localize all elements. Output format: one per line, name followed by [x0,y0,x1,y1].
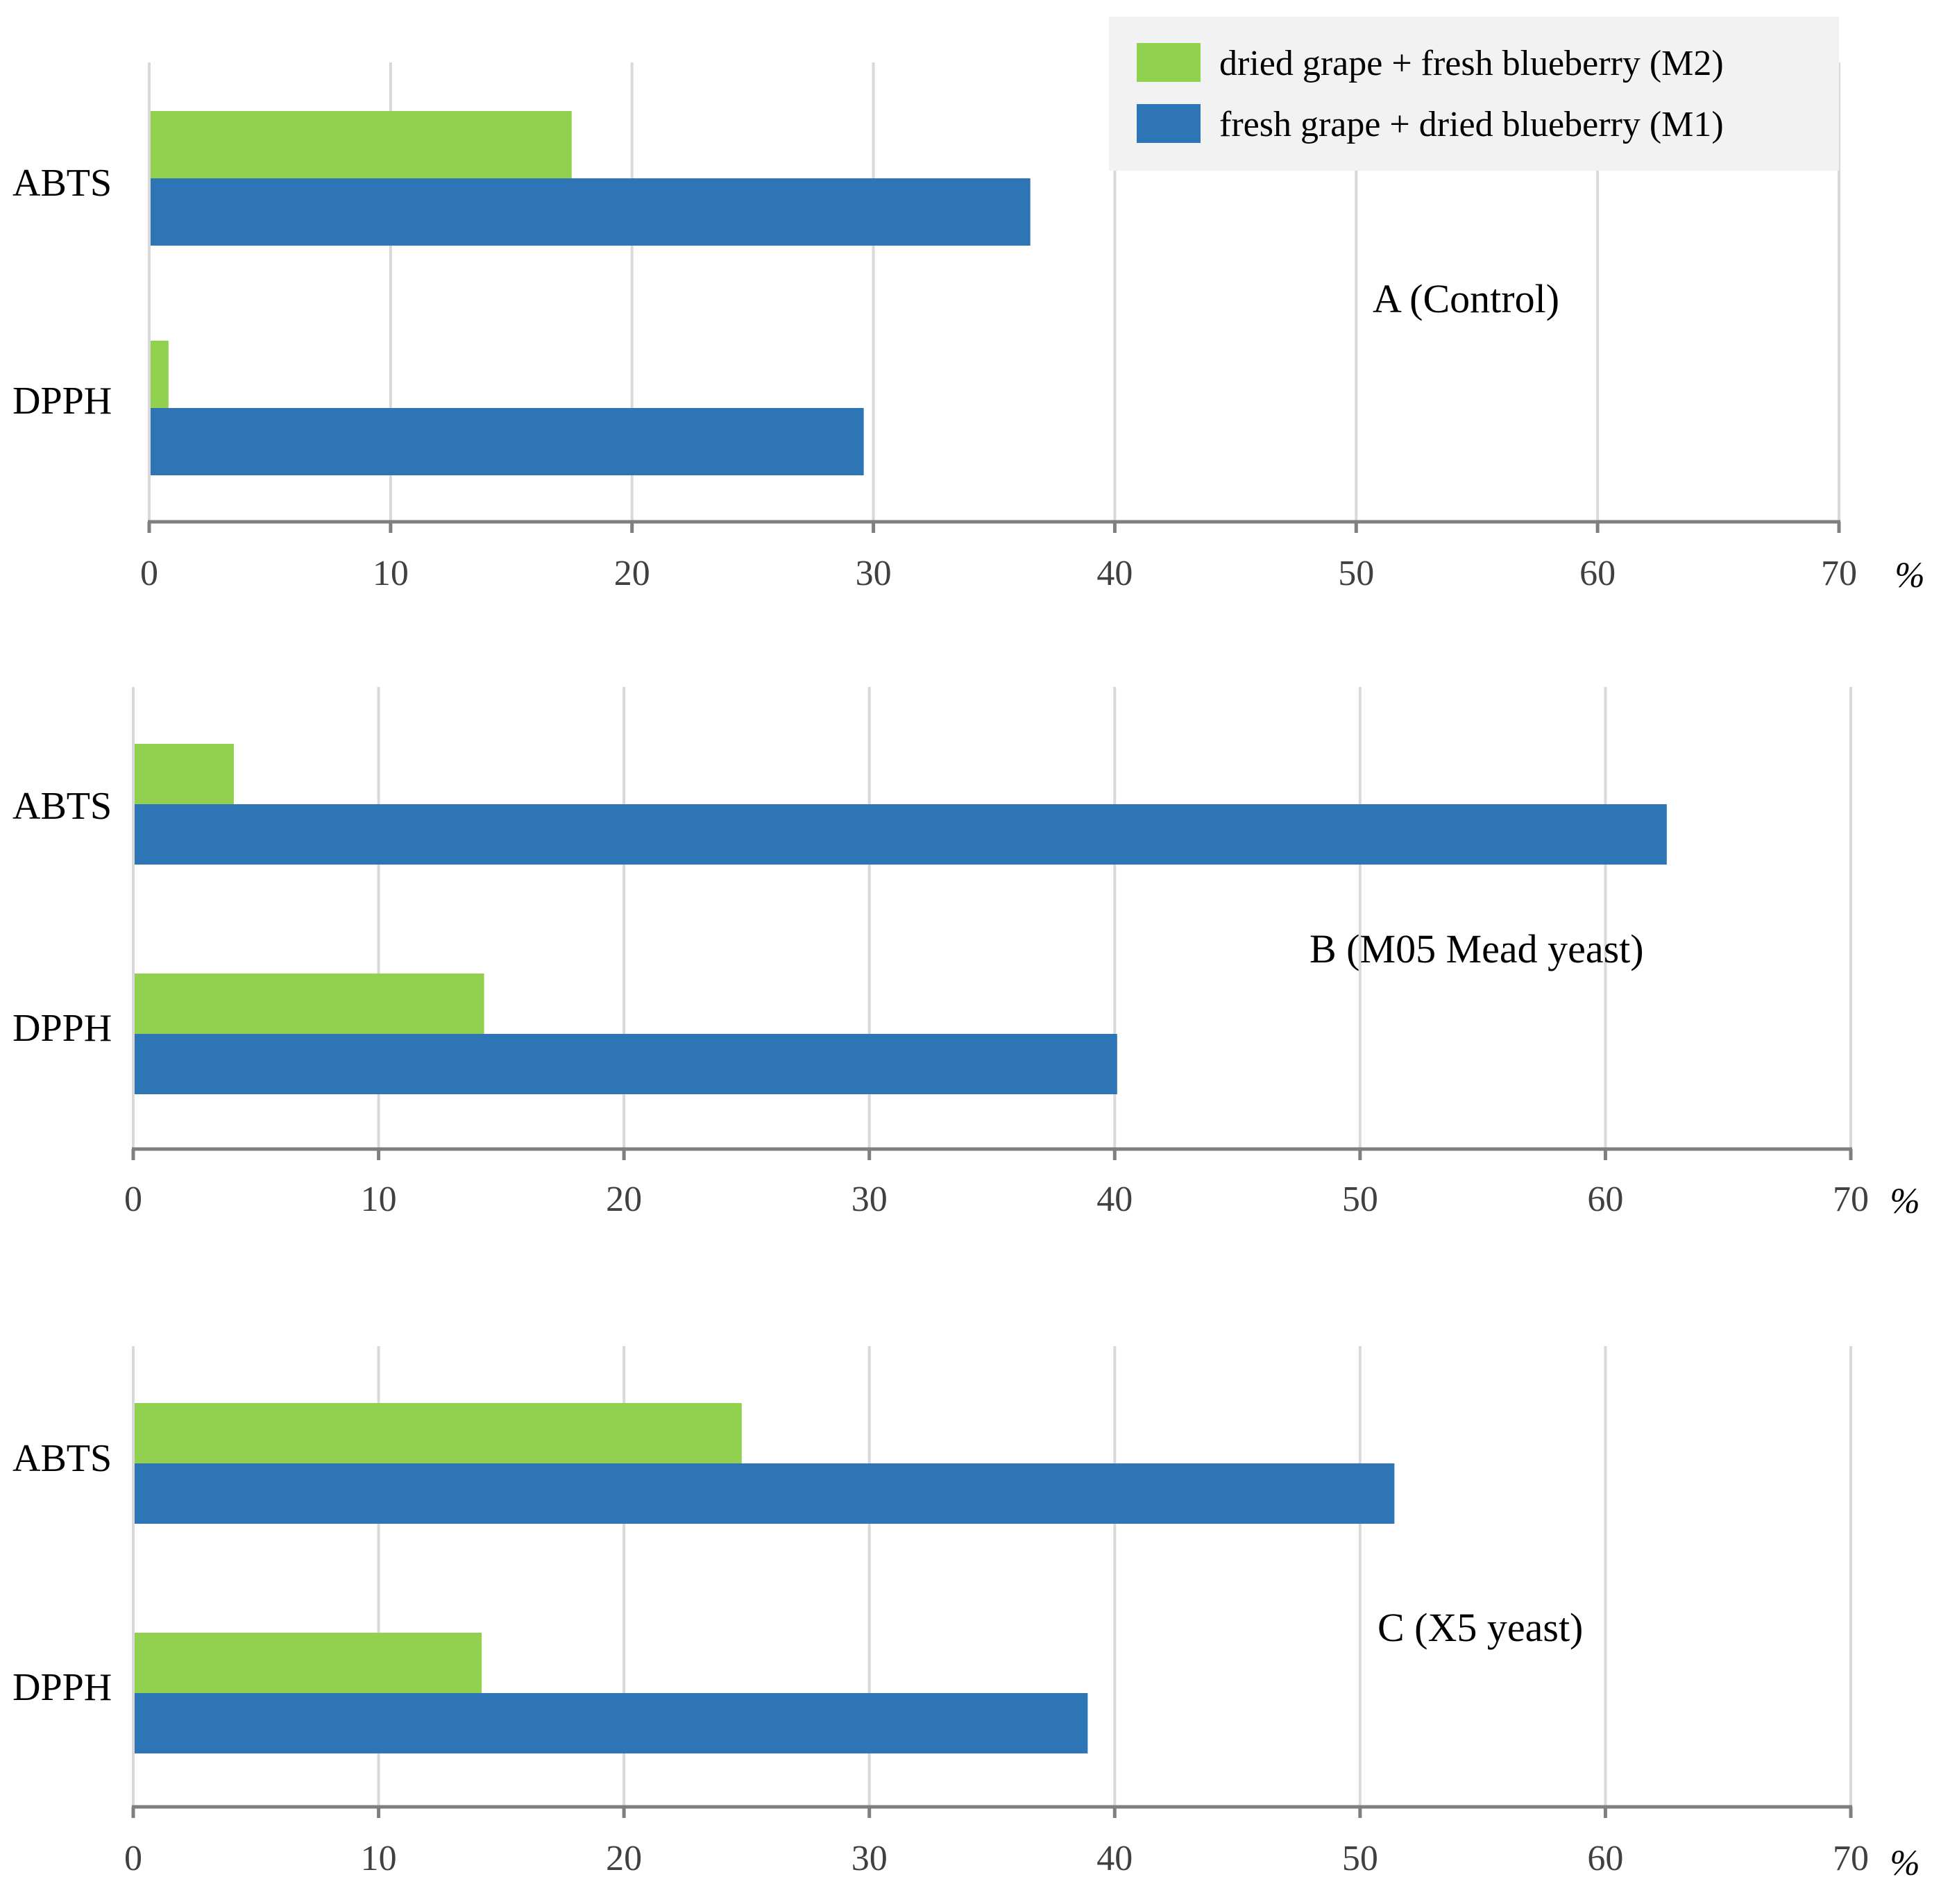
bar-abts-m1 [149,178,1031,246]
bar-dpph-m1 [133,1034,1117,1094]
category-label-dpph: DPPH [12,380,112,423]
legend-swatch-m2 [1137,43,1201,82]
category-label-dpph: DPPH [12,1666,112,1709]
x-axis-unit-label: % [1890,1182,1919,1221]
x-tick-label: 60 [1579,554,1616,593]
x-tick-label: 40 [1096,1180,1133,1219]
chart-panel-2: ABTS DPPH 0 10 20 30 40 50 60 70 % B (M05 Mead yeas… [12,687,1920,1221]
x-tick-label: 60 [1587,1180,1623,1219]
panel-title: A (Control) [1373,276,1559,321]
x-tick-label: 0 [140,554,158,593]
x-tick-label: 20 [614,554,650,593]
x-tick-label: 20 [606,1180,642,1219]
bar-dpph-m2 [149,341,169,408]
x-tick-label: 60 [1587,1839,1623,1878]
panel-title: B (M05 Mead yeast) [1309,926,1644,971]
legend: dried grape + fresh blueberry (M2) fresh … [1109,17,1839,171]
x-tick-label: 30 [856,554,892,593]
chart-panel-3: ABTS DPPH 0 10 20 30 40 50 60 70 % C (X5 yeast) [12,1346,1920,1883]
bar-abts-m2 [133,1403,742,1463]
x-tick-label: 40 [1096,1839,1133,1878]
x-tick-label: 0 [124,1180,142,1219]
x-tick-label: 0 [124,1839,142,1878]
x-tick-label: 40 [1096,554,1133,593]
category-label-dpph: DPPH [12,1007,112,1050]
category-label-abts: ABTS [12,785,112,828]
x-axis-unit-label: % [1890,1844,1919,1883]
legend-label-m1: fresh grape + dried blueberry (M1) [1219,105,1724,144]
bar-abts-m2 [133,744,234,804]
x-tick-label: 10 [373,554,409,593]
x-tick-label: 30 [851,1180,888,1219]
x-tick-label: 10 [361,1839,397,1878]
bar-abts-m2 [149,111,572,178]
legend-swatch-m1 [1137,104,1201,143]
bar-dpph-m2 [133,1633,482,1693]
x-tick-label: 50 [1342,1839,1378,1878]
x-tick-label: 10 [361,1180,397,1219]
bar-abts-m1 [133,1463,1395,1524]
x-tick-label: 50 [1342,1180,1378,1219]
x-tick-label: 30 [851,1839,888,1878]
x-tick-label: 70 [1833,1839,1869,1878]
bar-abts-m1 [133,804,1667,865]
x-tick-label: 20 [606,1839,642,1878]
panel-title: C (X5 yeast) [1378,1605,1583,1650]
x-tick-label: 70 [1821,554,1857,593]
bar-dpph-m1 [149,408,864,475]
category-label-abts: ABTS [12,1437,112,1480]
x-tick-label: 50 [1338,554,1374,593]
bar-dpph-m2 [133,974,484,1034]
x-tick-label: 70 [1833,1180,1869,1219]
category-label-abts: ABTS [12,162,112,205]
legend-background [1109,17,1839,171]
x-axis-unit-label: % [1895,556,1924,595]
legend-label-m2: dried grape + fresh blueberry (M2) [1219,44,1724,83]
bar-dpph-m1 [133,1693,1088,1753]
